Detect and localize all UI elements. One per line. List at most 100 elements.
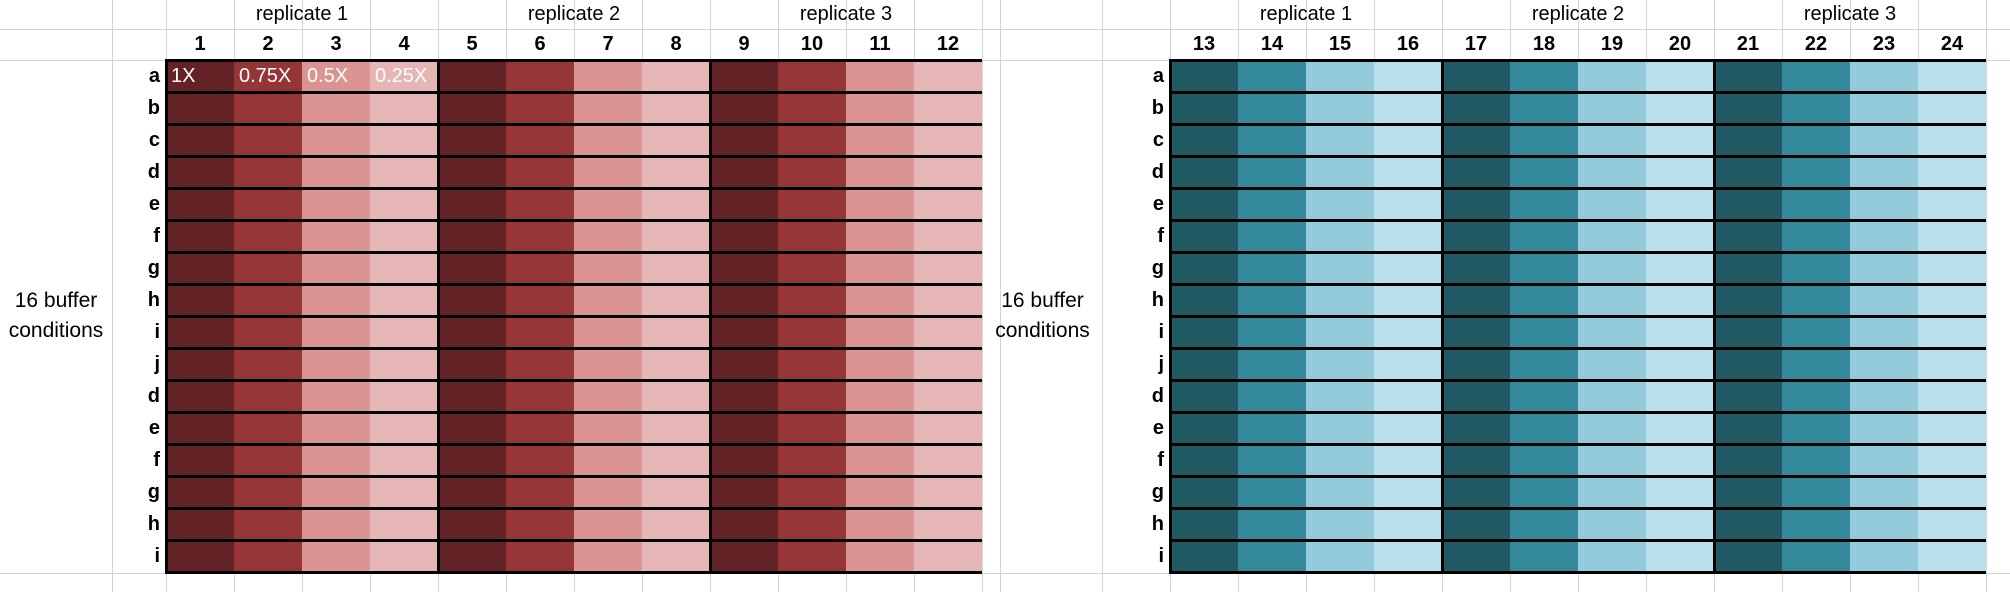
plate-well bbox=[1238, 348, 1306, 380]
row-border bbox=[1170, 474, 1986, 478]
row-border bbox=[1170, 250, 1986, 254]
row-label: g bbox=[1151, 480, 1164, 503]
plate-well bbox=[234, 252, 302, 284]
row-border bbox=[1170, 378, 1986, 382]
plate-well bbox=[302, 316, 370, 348]
plate-well bbox=[1442, 508, 1510, 540]
row-border bbox=[1170, 314, 1986, 318]
plate-well bbox=[1646, 412, 1714, 444]
gridline-vertical bbox=[1986, 0, 1987, 592]
row-border bbox=[166, 410, 982, 414]
plate-well bbox=[234, 316, 302, 348]
plate-well bbox=[1714, 188, 1782, 220]
column-number: 13 bbox=[1192, 33, 1216, 55]
plate-well bbox=[914, 284, 982, 316]
plate-well bbox=[1646, 252, 1714, 284]
column-number: 8 bbox=[670, 33, 682, 55]
plate-well bbox=[914, 316, 982, 348]
plate-well bbox=[506, 412, 574, 444]
plate-well bbox=[506, 284, 574, 316]
row-border bbox=[1170, 218, 1986, 222]
plate-well bbox=[1782, 60, 1850, 92]
plate-well bbox=[642, 220, 710, 252]
plate-well bbox=[574, 156, 642, 188]
plate-well bbox=[1850, 412, 1918, 444]
plate-well bbox=[1850, 508, 1918, 540]
plate-well bbox=[438, 316, 506, 348]
plate-well bbox=[506, 380, 574, 412]
plate-well bbox=[1442, 284, 1510, 316]
plate-well bbox=[166, 380, 234, 412]
plate-well bbox=[166, 92, 234, 124]
plate-well bbox=[302, 156, 370, 188]
row-border bbox=[166, 378, 982, 382]
column-number: 23 bbox=[1872, 33, 1896, 55]
plate-well bbox=[642, 540, 710, 572]
plate-well bbox=[574, 188, 642, 220]
plate-well bbox=[710, 220, 778, 252]
plate-well bbox=[1918, 220, 1986, 252]
row-label: a bbox=[1152, 64, 1164, 87]
plate-well bbox=[1782, 92, 1850, 124]
row-label: b bbox=[1151, 96, 1164, 119]
plate-well bbox=[642, 444, 710, 476]
row-label: e bbox=[1152, 416, 1164, 439]
plate-well bbox=[1578, 540, 1646, 572]
plate-well bbox=[1578, 348, 1646, 380]
plate-well bbox=[710, 252, 778, 284]
plate-well bbox=[302, 60, 370, 92]
plate-well bbox=[1306, 188, 1374, 220]
plate-well bbox=[438, 156, 506, 188]
plate-well bbox=[302, 540, 370, 572]
plate-well bbox=[1510, 252, 1578, 284]
plate-well bbox=[1714, 540, 1782, 572]
plate-well bbox=[1782, 124, 1850, 156]
gridline-vertical bbox=[1102, 0, 1103, 592]
plate-well bbox=[1578, 284, 1646, 316]
replicate-header: replicate 2 bbox=[1531, 3, 1625, 25]
column-number: 19 bbox=[1600, 33, 1624, 55]
plate-well bbox=[166, 444, 234, 476]
plate-well bbox=[166, 220, 234, 252]
plate-well bbox=[1578, 444, 1646, 476]
plate-well bbox=[778, 156, 846, 188]
gridline-vertical bbox=[112, 0, 113, 592]
row-border bbox=[166, 442, 982, 446]
plate-well bbox=[506, 124, 574, 156]
plate-well bbox=[438, 60, 506, 92]
plate-well bbox=[778, 252, 846, 284]
plate-well bbox=[1850, 540, 1918, 572]
plate-well bbox=[1714, 252, 1782, 284]
plate-well bbox=[574, 92, 642, 124]
plate-well bbox=[234, 220, 302, 252]
plate-well bbox=[846, 92, 914, 124]
plate-well bbox=[234, 476, 302, 508]
row-label: b bbox=[147, 96, 160, 119]
plate-well bbox=[914, 60, 982, 92]
buffer-conditions-label: 16 buffer conditions bbox=[985, 286, 1100, 346]
plate-well bbox=[1578, 380, 1646, 412]
plate-well bbox=[1374, 188, 1442, 220]
plate-well bbox=[370, 412, 438, 444]
plate-well bbox=[846, 348, 914, 380]
gridline-vertical bbox=[982, 0, 983, 592]
plate-well bbox=[642, 316, 710, 348]
plate-well bbox=[1374, 316, 1442, 348]
plate-well bbox=[302, 476, 370, 508]
row-border bbox=[166, 186, 982, 190]
plate-well bbox=[710, 188, 778, 220]
plate-well bbox=[1374, 220, 1442, 252]
plate-well bbox=[1918, 124, 1986, 156]
plate-well bbox=[846, 60, 914, 92]
plate-well bbox=[642, 60, 710, 92]
replicate-border bbox=[1440, 58, 1444, 574]
plate-well bbox=[1918, 188, 1986, 220]
row-border bbox=[166, 506, 982, 510]
row-border bbox=[1170, 90, 1986, 94]
plate-well bbox=[234, 412, 302, 444]
row-border bbox=[1170, 186, 1986, 190]
plate-well bbox=[1170, 348, 1238, 380]
plate-well bbox=[302, 444, 370, 476]
plate-well bbox=[166, 412, 234, 444]
plate-well bbox=[370, 60, 438, 92]
